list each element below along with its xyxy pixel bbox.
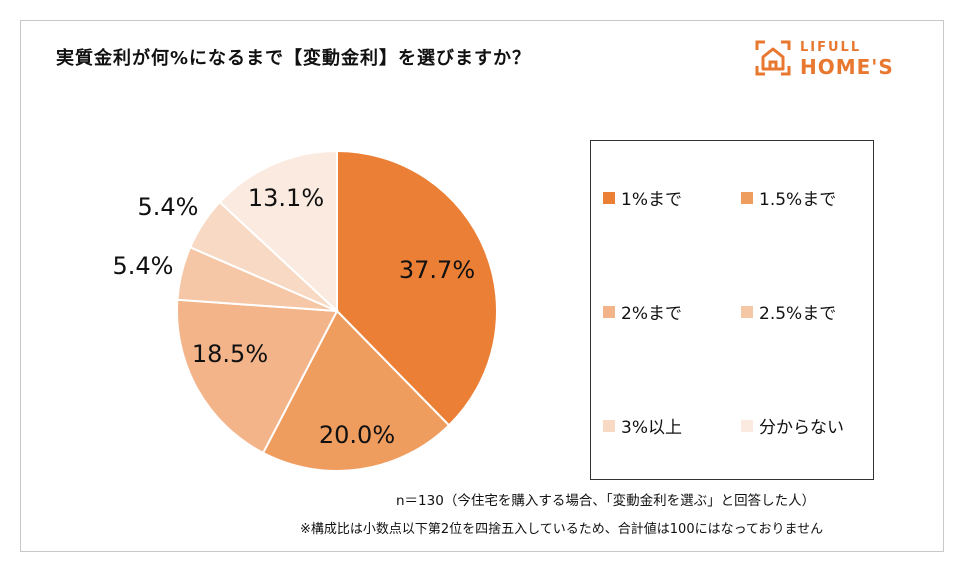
legend-item-2: 1.5%まで: [741, 185, 836, 210]
legend-label-4: 2.5%まで: [759, 304, 837, 324]
logo-text-bottom: HOME'S: [800, 55, 894, 79]
legend-item-6: 分からない: [741, 413, 844, 438]
pie-slice-2: [261, 309, 451, 472]
rounding-note: ※構成比は小数点以下第2位を四捨五入しているため、合計値は100にはなっておりま…: [300, 522, 824, 537]
legend-swatch-6: [741, 419, 753, 432]
chart-frame: [20, 20, 944, 552]
legend-label-6: 分からない: [759, 418, 844, 438]
slice-label-5: 5.4%: [138, 193, 199, 221]
slice-label-6: 13.1%: [248, 184, 324, 212]
legend-item-3: 2%まで: [603, 299, 682, 324]
legend-label-1: 1%まで: [621, 190, 682, 210]
pie-slice-6: [218, 149, 338, 314]
legend-label-5: 3%以上: [621, 418, 682, 438]
legend-swatch-4: [741, 305, 753, 318]
house-logo-icon: [755, 40, 791, 76]
brand-logo: LIFULL HOME'S: [752, 38, 902, 80]
chart-title: 実質金利が何%になるまで【変動金利】を選びますか？: [56, 48, 532, 69]
legend-swatch-3: [603, 305, 615, 318]
slice-label-2: 20.0%: [319, 421, 395, 449]
legend-item-1: 1%まで: [603, 185, 682, 210]
legend-item-4: 2.5%まで: [741, 299, 836, 324]
pie-slice-3: [176, 298, 339, 455]
legend-item-5: 3%以上: [603, 413, 682, 438]
pie-slice-1: [336, 149, 498, 427]
sample-size-note: n＝130（今住宅を購入する場合、「変動金利を選ぶ」と回答した人）: [396, 493, 816, 509]
chart-legend: 1%まで 1.5%まで 2%まで 2.5%まで 3%以上 分からない: [590, 140, 874, 480]
slice-label-1: 37.7%: [399, 256, 475, 284]
legend-swatch-5: [603, 419, 615, 432]
legend-label-3: 2%まで: [621, 304, 682, 324]
legend-swatch-2: [741, 191, 753, 204]
slice-label-4: 5.4%: [113, 252, 174, 280]
legend-label-2: 1.5%まで: [759, 190, 837, 210]
slice-label-3: 18.5%: [192, 340, 268, 368]
legend-swatch-1: [603, 191, 615, 204]
logo-text-top: LIFULL: [800, 40, 862, 55]
